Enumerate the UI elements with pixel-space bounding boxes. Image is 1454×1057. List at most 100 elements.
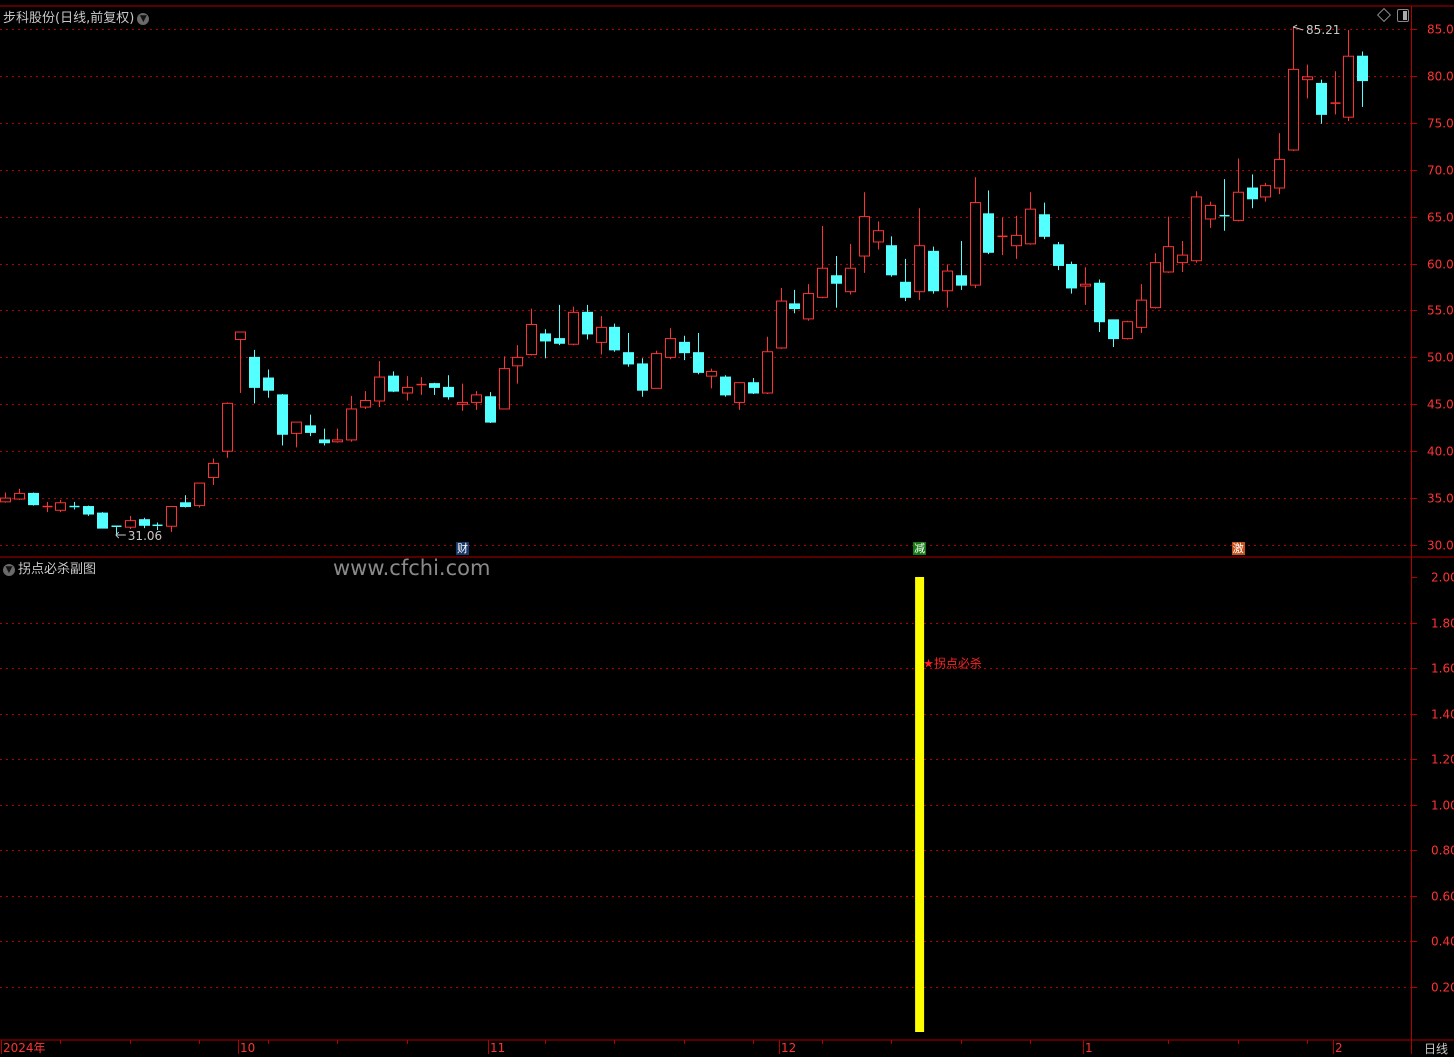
candle-body bbox=[429, 383, 440, 388]
candle bbox=[1025, 192, 1036, 245]
candle-body bbox=[125, 520, 136, 528]
candle bbox=[1274, 133, 1285, 195]
candle bbox=[776, 287, 787, 349]
candle-body bbox=[1191, 196, 1202, 262]
candle-body bbox=[1025, 208, 1036, 245]
candle-body bbox=[1039, 214, 1050, 237]
event-marker-finance[interactable]: 财 bbox=[456, 542, 470, 555]
panel-toggle-icon[interactable] bbox=[1397, 9, 1409, 22]
candle-body bbox=[208, 462, 219, 478]
candle bbox=[900, 258, 911, 302]
event-marker-incentive[interactable]: 激 bbox=[1231, 542, 1245, 555]
candle bbox=[332, 428, 343, 443]
candle-body bbox=[1233, 191, 1244, 221]
candle bbox=[305, 414, 316, 437]
candle bbox=[679, 335, 690, 361]
candle bbox=[609, 323, 620, 352]
candle bbox=[499, 356, 510, 410]
x-tick-label: 1 bbox=[1085, 1041, 1093, 1054]
candle-body bbox=[1260, 185, 1271, 198]
candle-body bbox=[499, 368, 510, 410]
candle bbox=[1177, 241, 1188, 272]
y-tick-label: 55.00 bbox=[1427, 304, 1454, 318]
candle bbox=[402, 376, 413, 401]
watermark: www.cfchi.com bbox=[333, 556, 491, 580]
y-tick-label: 1.40 bbox=[1431, 708, 1454, 722]
candle bbox=[1122, 320, 1133, 340]
candle bbox=[554, 304, 565, 346]
candle-body bbox=[942, 270, 953, 292]
candle-body bbox=[1163, 246, 1174, 273]
candle-body bbox=[679, 341, 690, 354]
candle bbox=[471, 391, 482, 410]
y-tick-label: 80.00 bbox=[1427, 70, 1454, 84]
candle-body bbox=[194, 482, 205, 507]
candle bbox=[1136, 284, 1147, 333]
candle-body bbox=[665, 338, 676, 358]
candle-body bbox=[693, 352, 704, 373]
candle bbox=[1233, 158, 1244, 222]
candle-body bbox=[1247, 187, 1258, 200]
candle bbox=[1330, 71, 1341, 115]
candle bbox=[845, 243, 856, 295]
candle-body bbox=[789, 303, 800, 310]
y-tick-label: 0.40 bbox=[1431, 935, 1454, 949]
sub-grid: 2.00 1.80 1.60 1.40 1.20 1.00 0.80 0.60 0.40 0.20 bbox=[0, 571, 1454, 995]
candle-body bbox=[983, 213, 994, 253]
chevron-down-icon[interactable]: ▼ bbox=[137, 12, 150, 25]
high-annotation: 85.21 bbox=[1306, 23, 1340, 37]
candle-body bbox=[651, 353, 662, 389]
candle-body bbox=[360, 400, 371, 408]
candle-body bbox=[1094, 282, 1105, 323]
candle bbox=[651, 350, 662, 389]
candle-body bbox=[609, 326, 620, 351]
candle bbox=[1260, 182, 1271, 202]
candle-body bbox=[596, 326, 607, 343]
y-tick-label: 65.00 bbox=[1427, 211, 1454, 225]
candle-body bbox=[886, 245, 897, 276]
period-label[interactable]: 日线 bbox=[1424, 1042, 1449, 1056]
annotations: 85.21 31.06 ★拐点必杀 bbox=[115, 23, 1340, 670]
candles bbox=[0, 27, 1368, 536]
y-tick-label: 1.00 bbox=[1431, 799, 1454, 813]
chart-title[interactable]: 步科股份(日线,前复权) ▼ bbox=[3, 7, 150, 26]
sub-panel-title[interactable]: ▼ 拐点必杀副图 bbox=[3, 558, 96, 577]
candle-body bbox=[388, 375, 399, 392]
y-tick-label: 60.00 bbox=[1427, 258, 1454, 272]
candle-body bbox=[582, 311, 593, 335]
candle bbox=[235, 331, 246, 394]
event-marker-reduce[interactable]: 减 bbox=[913, 542, 927, 555]
candle-body bbox=[222, 402, 233, 452]
sub-panel-title-text: 拐点必杀副图 bbox=[18, 562, 97, 577]
chart-title-text: 步科股份(日线,前复权) bbox=[3, 11, 135, 26]
candle bbox=[637, 358, 648, 397]
candle-body bbox=[540, 333, 551, 342]
candle bbox=[1302, 64, 1313, 99]
candle-body bbox=[873, 230, 884, 243]
candle-body bbox=[346, 408, 357, 441]
candle-body bbox=[526, 324, 537, 356]
candle bbox=[762, 336, 773, 394]
candle bbox=[1343, 29, 1354, 121]
candle-body bbox=[831, 275, 842, 284]
y-tick-label: 30.00 bbox=[1427, 539, 1454, 553]
candle-body bbox=[332, 439, 343, 443]
candle bbox=[457, 383, 468, 411]
y-tick-label: 1.80 bbox=[1431, 617, 1454, 631]
chevron-down-icon[interactable]: ▼ bbox=[3, 563, 15, 576]
candle bbox=[443, 375, 454, 400]
x-tick-label: 2024年 bbox=[3, 1041, 46, 1054]
candle-body bbox=[970, 202, 981, 286]
candle bbox=[0, 492, 11, 503]
y-tick-label: 75.00 bbox=[1427, 117, 1454, 131]
y-tick-label: 0.80 bbox=[1431, 844, 1454, 858]
candle bbox=[1357, 51, 1368, 107]
candle-body bbox=[0, 497, 11, 503]
signal-label: ★拐点必杀 bbox=[923, 655, 982, 670]
x-tick-label: 11 bbox=[490, 1041, 505, 1054]
candle-body bbox=[180, 502, 191, 508]
candle bbox=[734, 382, 745, 410]
candle bbox=[512, 345, 523, 384]
candle bbox=[540, 329, 551, 359]
